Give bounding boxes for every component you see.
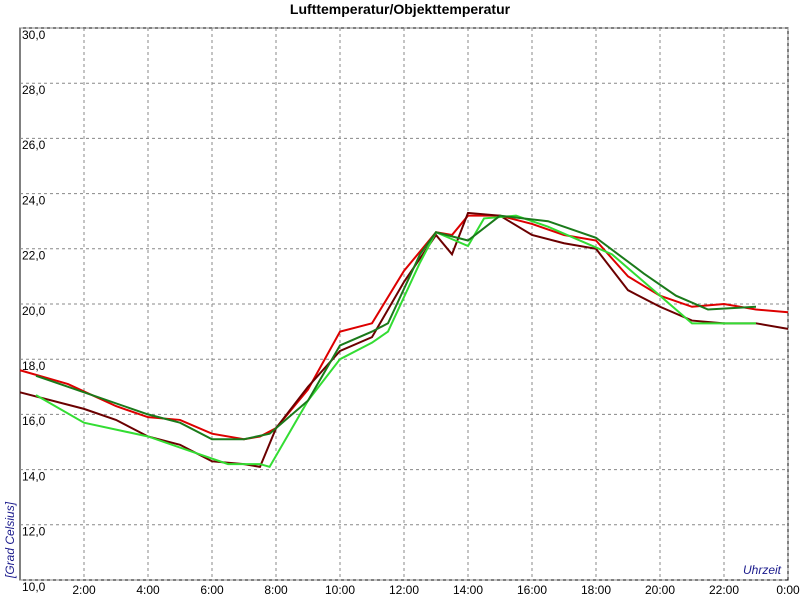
x-axis-label: Uhrzeit (743, 563, 782, 577)
x-tick-label: 16:00 (517, 583, 547, 597)
x-tick-label: 2:00 (72, 583, 96, 597)
y-axis-label: [Grad Celsius] (3, 501, 17, 579)
y-tick-label: 20,0 (22, 304, 46, 318)
y-tick-label: 24,0 (22, 193, 46, 207)
x-tick-label: 4:00 (136, 583, 160, 597)
y-tick-label: 12,0 (22, 525, 46, 539)
y-tick-label: 10,0 (22, 580, 46, 594)
y-tick-label: 14,0 (22, 469, 46, 483)
y-tick-label: 26,0 (22, 138, 46, 152)
series-line (19, 214, 789, 441)
y-tick-label: 28,0 (22, 83, 46, 97)
x-tick-label: 18:00 (581, 583, 611, 597)
x-tick-label: 20:00 (645, 583, 675, 597)
y-tick-label: 30,0 (22, 28, 46, 42)
x-tick-label: 14:00 (453, 583, 483, 597)
x-tick-label: 10:00 (325, 583, 355, 597)
x-tick-label: 12:00 (389, 583, 419, 597)
y-tick-label: 18,0 (22, 359, 46, 373)
x-tick-label: 8:00 (264, 583, 288, 597)
x-tick-label: 6:00 (200, 583, 224, 597)
x-tick-label: 22:00 (709, 583, 739, 597)
y-tick-label: 16,0 (22, 414, 46, 428)
x-tick-label: 0:00 (776, 583, 800, 597)
series-line (35, 214, 756, 469)
series-line (35, 214, 757, 441)
y-tick-label: 22,0 (22, 249, 46, 263)
chart-title: Lufttemperatur/Objekttemperatur (290, 1, 511, 17)
series-line (19, 211, 789, 468)
